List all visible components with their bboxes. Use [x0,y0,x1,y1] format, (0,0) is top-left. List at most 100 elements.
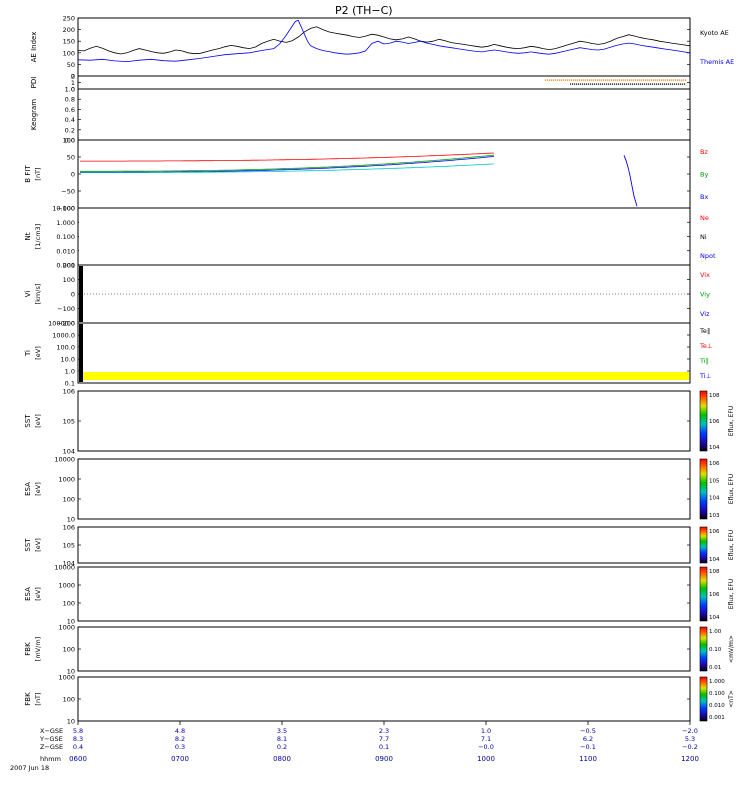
pdi-marker [659,79,661,81]
pdi-marker [587,79,589,81]
pdi-marker [614,83,616,85]
pdi-marker [680,83,682,85]
y-tick-label: 100 [63,276,75,284]
position-value: 0.4 [73,743,83,751]
position-value: 0.3 [175,743,185,751]
pdi-marker [654,83,656,85]
legend-entry: Ti⊥ [699,372,712,380]
panel-b-fit: 100 50 0 −50 −100 B FIT [nT] Bz By Bx [24,137,708,213]
panel-sst-ion: 106 105 104 SST [eV] 108 106 104 Eflux, EFU [24,388,735,456]
y-axis-label: B FIT [24,165,32,183]
y-axis-label: SST [24,538,32,552]
legend-entry: Themis AE [699,58,734,66]
pdi-marker [575,79,577,81]
pdi-marker [578,83,580,85]
pdi-marker [642,83,644,85]
pdi-marker [598,83,600,85]
pdi-marker [609,79,611,81]
x-tick-label: 0600 [69,755,87,763]
bx-late-trace [623,155,638,207]
pdi-marker [582,83,584,85]
y-tick-label: 104 [63,560,75,568]
y-axis-units: [nT] [34,692,42,705]
y-axis-units: [eV] [34,538,42,552]
pdi-marker [597,79,599,81]
y-tick-label: 106 [63,388,75,396]
pdi-marker [605,79,607,81]
y-axis-label: FBK [24,642,32,656]
y-tick-label: 1.0 [65,86,75,94]
y-tick-label: 0 [71,86,75,94]
bx-trace [80,156,495,173]
pdi-marker [583,79,585,81]
y-tick-label: 10 [67,718,75,726]
panel-frame [77,17,691,77]
pdi-marker [559,79,561,81]
panel-sst-electron: 106 105 104 SST [eV] 106 104 Eflux, EFU [24,524,735,568]
colorbar-label: Eflux, EFU [728,530,735,560]
colorbar-tick: 103 [709,513,720,519]
panel-frame [77,390,691,452]
pdi-marker [622,83,624,85]
pdi-marker [591,79,593,81]
y-tick-label: 10000 [54,456,75,464]
pdi-marker [644,83,646,85]
y-tick-label: 250 [63,15,75,23]
pdi-marker [646,83,648,85]
colorbar-tick: 0.010 [709,703,725,709]
panel-frame [77,526,691,564]
pdi-marker [633,79,635,81]
pdi-marker [619,79,621,81]
y-tick-label: 104 [63,448,75,456]
y-axis-label: Nt [24,232,32,240]
y-tick-label: −100 [57,305,75,313]
y-tick-label: 0.1 [65,380,75,388]
pdi-marker [595,79,597,81]
y-tick-label: 2 [71,73,75,81]
position-value: −0.2 [682,743,698,751]
y-tick-label: −50 [61,188,75,196]
panel-esa-electron: 10000 1000 100 10 ESA [eV] 108 106 104 Eflux, EFU [24,564,735,626]
pdi-marker [573,79,575,81]
y-axis-label: Ti [24,350,32,357]
legend-entry: Ne [700,214,709,222]
position-value: 7.7 [379,735,389,743]
colorbar-tick: 104 [709,445,720,451]
colorbar-label: <mV/m> [728,635,735,663]
pdi-marker [682,83,684,85]
pdi-marker [626,83,628,85]
colorbar [699,676,708,722]
pdi-marker [588,83,590,85]
pdi-marker [650,83,652,85]
y-axis-units: [km/s] [34,284,42,305]
position-value: 3.5 [277,727,287,735]
y-tick-label: 0.010 [56,247,75,255]
pdi-marker [683,79,685,81]
pdi-marker [561,79,563,81]
pdi-marker [675,79,677,81]
pdi-marker [594,83,596,85]
position-row-label: Y−GSE [39,735,63,743]
y-tick-label: 0.2 [65,126,75,134]
panel-keogram: 1.0 0.8 0.6 0.4 0.2 0.0 Keogram [30,86,691,145]
colorbar-label: Eflux, EFU [728,474,735,504]
y-tick-label: 100 [63,696,75,704]
panel-density: 10.000 1.000 0.100 0.010 0.001 Nt [1/cm3] Ne Ni N… [24,205,716,270]
position-value: 5.3 [685,735,695,743]
pdi-marker [579,79,581,81]
pdi-marker [632,83,634,85]
y-tick-label: 0 [71,291,75,299]
pdi-marker [551,79,553,81]
y-axis-label: ESA [24,587,32,601]
pdi-marker [666,83,668,85]
colorbar [699,526,708,564]
colorbar-tick: 0.100 [709,691,725,697]
y-tick-label: 50 [67,61,75,69]
y-tick-label: 0.001 [56,262,75,270]
position-value: 0.2 [277,743,287,751]
pdi-marker [679,79,681,81]
y-axis-label: SST [24,414,32,428]
y-tick-label: 10000.0 [48,320,75,328]
legend-entry: Te∥ [699,327,710,335]
legend-entry: Npot [700,252,716,260]
